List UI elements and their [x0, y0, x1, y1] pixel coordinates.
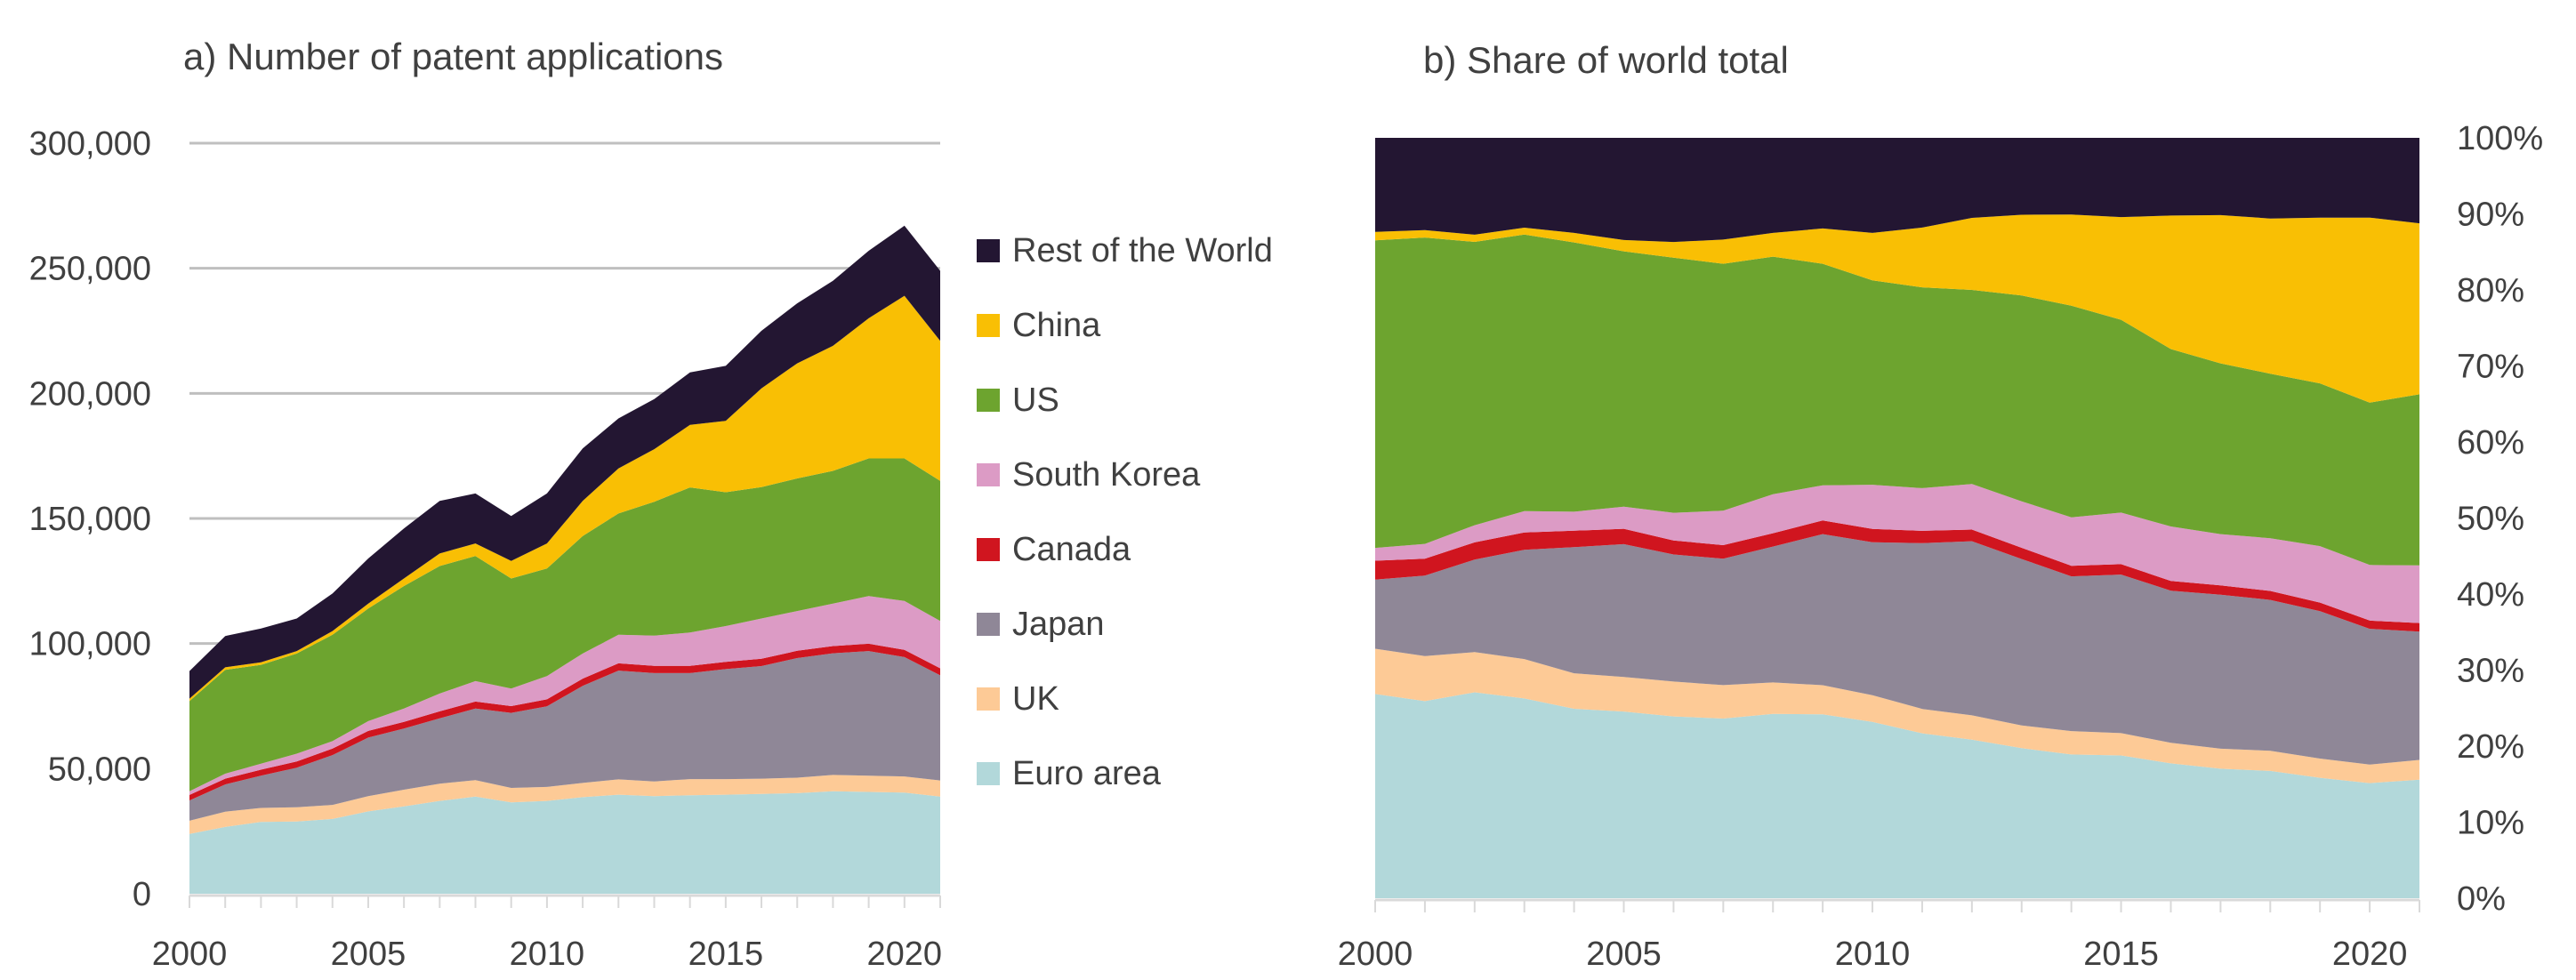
- share-area-japan: [1375, 534, 2419, 765]
- x-tick-label: 2000: [152, 936, 228, 973]
- chart-a-axis: 0 50,000 100,000 150,000 200,000 250,000 300,0…: [29, 125, 942, 973]
- legend: Rest of the World China US South Korea C…: [977, 213, 1273, 811]
- legend-label: Japan: [1012, 605, 1105, 643]
- legend-swatch: [977, 613, 1000, 636]
- y-tick-label: 100,000: [29, 626, 151, 663]
- legend-swatch: [977, 314, 1000, 337]
- share-area-us: [1375, 234, 2419, 566]
- legend-label: Canada: [1012, 530, 1131, 568]
- legend-swatch: [977, 762, 1000, 785]
- legend-label: US: [1012, 381, 1059, 419]
- y-tick-label: 10%: [2457, 805, 2524, 842]
- legend-item: UK: [977, 662, 1273, 736]
- y-tick-label: 150,000: [29, 501, 151, 538]
- y-tick-label: 40%: [2457, 576, 2524, 614]
- legend-swatch: [977, 538, 1000, 561]
- y-tick-label: 90%: [2457, 197, 2524, 234]
- x-tick-label: 2010: [510, 936, 585, 973]
- share-area-uk: [1375, 648, 2419, 783]
- y-tick-label: 0%: [2457, 880, 2506, 918]
- area-uk: [189, 775, 940, 834]
- area-south-korea: [189, 596, 940, 795]
- legend-swatch: [977, 389, 1000, 412]
- legend-item: Canada: [977, 512, 1273, 587]
- share-area-euro-area: [1375, 692, 2419, 898]
- share-area-rest-of-the-world: [1375, 138, 2419, 243]
- share-area-china: [1375, 214, 2419, 403]
- y-tick-label: 80%: [2457, 272, 2524, 309]
- y-tick-label: 0: [133, 876, 151, 913]
- chart-b-title: b) Share of world total: [1423, 39, 1789, 81]
- legend-item: Rest of the World: [977, 213, 1273, 288]
- chart-b-areas: [1375, 138, 2419, 898]
- legend-swatch: [977, 463, 1000, 486]
- legend-label: South Korea: [1012, 455, 1201, 494]
- y-tick-label: 300,000: [29, 125, 151, 163]
- legend-label: Rest of the World: [1012, 231, 1273, 269]
- legend-swatch: [977, 239, 1000, 262]
- x-tick-label: 2020: [2332, 936, 2408, 973]
- x-tick-label: 2000: [1338, 936, 1413, 973]
- legend-label: UK: [1012, 679, 1059, 718]
- legend-swatch: [977, 687, 1000, 711]
- area-japan: [189, 651, 940, 821]
- y-tick-label: 50,000: [48, 751, 151, 788]
- share-area-canada: [1375, 520, 2419, 632]
- legend-item: South Korea: [977, 438, 1273, 512]
- y-tick-label: 60%: [2457, 424, 2524, 462]
- y-tick-label: 100%: [2457, 120, 2543, 157]
- legend-label: China: [1012, 306, 1101, 344]
- chart-a-title: a) Number of patent applications: [183, 36, 724, 77]
- area-rest-of-the-world: [189, 225, 940, 699]
- area-euro-area: [189, 791, 940, 894]
- x-tick-label: 2020: [867, 936, 943, 973]
- legend-item: Euro area: [977, 736, 1273, 811]
- y-tick-label: 200,000: [29, 375, 151, 413]
- x-tick-label: 2010: [1835, 936, 1911, 973]
- chart-b-axis: 0% 10% 20% 30% 40% 50% 60% 70% 80% 90% 100% 2000 200…: [1338, 120, 2543, 973]
- legend-item: Japan: [977, 587, 1273, 662]
- x-tick-label: 2005: [331, 936, 407, 973]
- chart-a-areas: [189, 225, 940, 894]
- x-tick-label: 2015: [688, 936, 764, 973]
- legend-item: China: [977, 288, 1273, 363]
- y-tick-label: 70%: [2457, 349, 2524, 386]
- area-china: [189, 295, 940, 702]
- x-tick-label: 2005: [1586, 936, 1662, 973]
- y-tick-label: 30%: [2457, 653, 2524, 690]
- y-tick-label: 50%: [2457, 501, 2524, 538]
- legend-item: US: [977, 363, 1273, 438]
- area-us: [189, 458, 940, 791]
- y-tick-label: 250,000: [29, 251, 151, 288]
- legend-label: Euro area: [1012, 754, 1161, 792]
- y-tick-label: 20%: [2457, 728, 2524, 766]
- share-area-south-korea: [1375, 484, 2419, 623]
- x-tick-label: 2015: [2083, 936, 2159, 973]
